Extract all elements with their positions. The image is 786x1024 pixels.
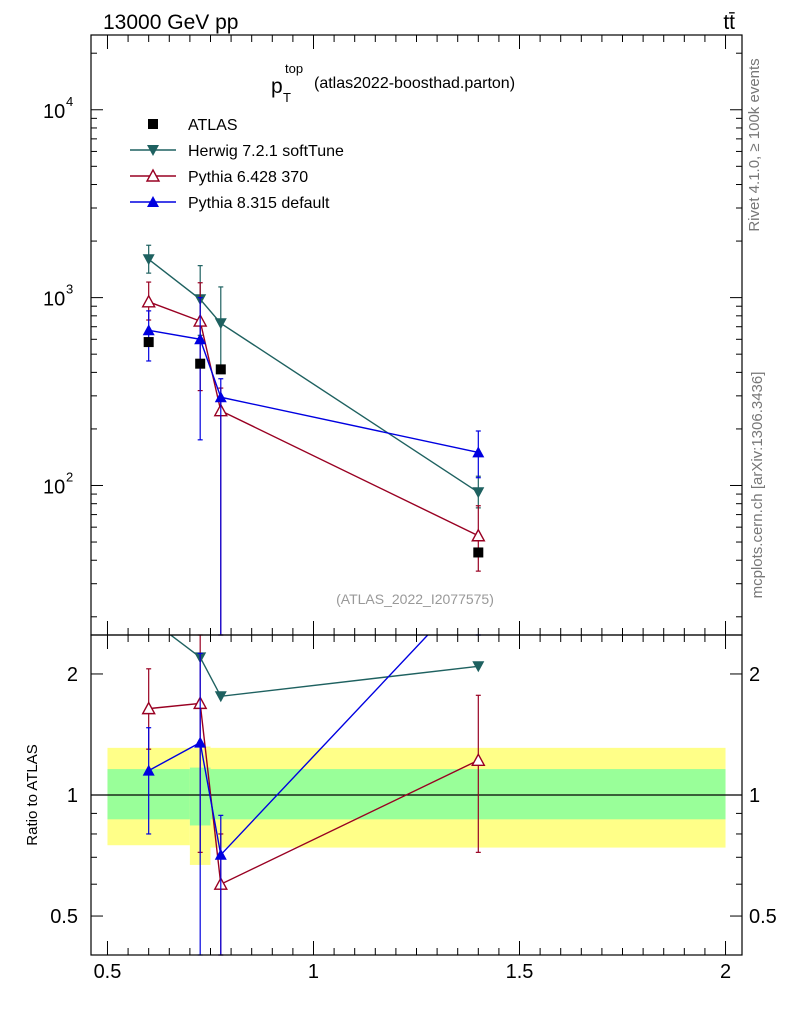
ratio-y-axis-label: Ratio to ATLAS [24, 744, 41, 845]
legend-marker-pythia6 [145, 168, 161, 182]
marker-pythia8-1 [194, 333, 207, 345]
series-line-pythia8 [148, 635, 429, 857]
series-pythia8 [142, 634, 481, 956]
plot-title: p T top (atlas2022-boosthad.parton) [271, 61, 515, 105]
series-pythia8 [142, 297, 485, 636]
legend-marker-pythia8 [147, 196, 159, 207]
marker-pythia6-0 [141, 701, 156, 715]
main-y-tick-label: 10 [43, 476, 65, 498]
legend-label-herwig: Herwig 7.2.1 softTune [188, 143, 344, 160]
title-superscript: top [285, 61, 303, 76]
series-pythia6 [141, 281, 486, 636]
series-line-pythia6 [148, 702, 479, 886]
title-p: p [271, 75, 283, 98]
marker-atlas-0 [143, 337, 154, 348]
marker-herwig-2 [214, 318, 227, 330]
marker-herwig-3 [472, 661, 485, 673]
series-line-herwig [148, 258, 479, 493]
marker-pythia6-3 [471, 752, 486, 766]
marker-pythia8-2 [214, 848, 227, 860]
marker-herwig-3 [472, 487, 485, 499]
main-y-tick-label: 10 [43, 289, 65, 311]
title-subscript: T [283, 90, 291, 105]
legend-marker-atlas [148, 119, 158, 129]
ratio-y-tick-label: 0.5 [50, 906, 78, 928]
title-analysis: (atlas2022-boosthad.parton) [314, 75, 515, 92]
main-plot-series [141, 244, 486, 636]
ratio-plot-series [141, 634, 486, 956]
legend-item-atlas: ATLAS [148, 117, 238, 134]
energy-label: 13000 GeV pp [103, 11, 238, 34]
legend-label-pythia6: Pythia 6.428 370 [188, 169, 308, 186]
marker-herwig-2 [214, 691, 227, 703]
marker-pythia6-3 [471, 528, 486, 542]
marker-pythia8-3 [472, 446, 485, 458]
series-line-pythia6 [148, 301, 479, 537]
band-inner-2 [200, 767, 211, 826]
ratio-y-tick-label: 1 [67, 785, 78, 807]
mcplots-label: mcplots.cern.ch [arXiv:1306.3436] [749, 372, 766, 599]
legend-marker-herwig [147, 145, 159, 156]
rivet-version-label: Rivet 4.1.0, ≥ 100k events [746, 58, 763, 231]
ratio-uncertainty-bands [91, 746, 742, 865]
series-herwig [169, 635, 485, 703]
marker-pythia8-1 [194, 736, 207, 748]
main-y-tick-label: 10 [43, 101, 65, 123]
legend-item-pythia6: Pythia 6.428 370 [130, 168, 308, 186]
x-tick-label: 2 [720, 961, 731, 983]
main-y-tick-exponent: 4 [66, 94, 73, 109]
band-inner-3 [210, 769, 726, 820]
marker-pythia6-0 [141, 294, 156, 308]
ratio-y-tick-label-right: 1 [749, 785, 760, 807]
marker-pythia8-2 [214, 391, 227, 403]
series-line-pythia8 [148, 329, 479, 454]
x-tick-label: 1.5 [506, 961, 534, 983]
series-herwig [142, 244, 485, 509]
legend-label-pythia8: Pythia 8.315 default [188, 195, 330, 212]
x-tick-label: 1 [308, 961, 319, 983]
main-y-tick-exponent: 3 [66, 282, 73, 297]
marker-herwig-0 [142, 254, 155, 266]
x-tick-label: 0.5 [94, 961, 122, 983]
series-atlas [143, 337, 484, 558]
x-axis: 0.5 1 1.5 2 [94, 35, 731, 983]
legend-item-pythia8: Pythia 8.315 default [130, 195, 330, 212]
marker-pythia8-0 [142, 764, 155, 776]
legend: ATLAS Herwig 7.2.1 softTune Pythia 6.428 3… [130, 117, 344, 212]
band-inner-1 [189, 767, 201, 826]
legend-item-herwig: Herwig 7.2.1 softTune [130, 143, 344, 160]
process-label: tt̄ [723, 11, 735, 34]
ratio-y-tick-label-right: 2 [749, 664, 760, 686]
ratio-y-tick-label: 2 [67, 664, 78, 686]
analysis-watermark: (ATLAS_2022_I2077575) [336, 591, 494, 607]
legend-label-atlas: ATLAS [188, 117, 238, 134]
marker-atlas-3 [473, 547, 484, 558]
ratio-y-axis: 0.5 0.5 1 1 2 2 [50, 664, 777, 956]
marker-pythia8-0 [142, 324, 155, 336]
series-line-herwig [169, 635, 479, 698]
marker-atlas-2 [215, 364, 226, 375]
marker-atlas-1 [195, 358, 206, 369]
ratio-y-tick-label-right: 0.5 [749, 906, 777, 928]
main-y-tick-exponent: 2 [66, 469, 73, 484]
